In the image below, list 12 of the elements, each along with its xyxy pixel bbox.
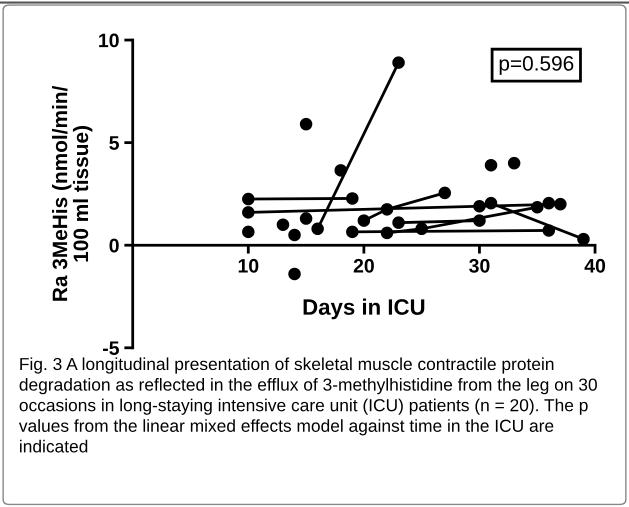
x-tick-label: 10 <box>238 258 258 273</box>
annotation: p=0.596 <box>500 56 574 75</box>
x-tick-label: 30 <box>469 258 490 273</box>
y-tick-label: 10 <box>99 34 119 48</box>
y-axis-title: Ra 3MeHis (nmol/min/ 100 ml tissue) <box>52 86 92 301</box>
x-tick-label: 40 <box>584 258 606 273</box>
x-axis-title: Days in ICU <box>304 298 424 320</box>
y-tick-label: -5 <box>102 341 119 356</box>
y-tick-label: 5 <box>109 136 119 150</box>
x-tick-label: 20 <box>354 258 374 273</box>
caption: Fig. 3 A longitudinal presentation of skeletal muscle contractile protein degradation as reflected in the efflux of 3-methylhistidine from the leg on 30 occasions in long-staying intensive care unit (ICU) patients (n = 20). The p values from the linear mixed effects model against time in the ICU are indicated <box>18 357 597 453</box>
y-tick-label: 0 <box>109 238 119 252</box>
